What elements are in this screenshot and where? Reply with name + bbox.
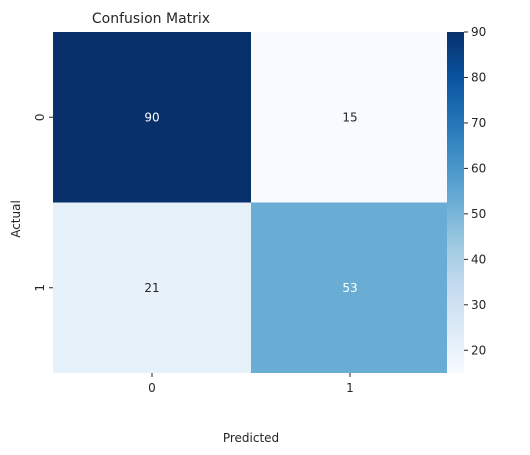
heatmap-cell	[53, 32, 251, 203]
colorbar-tick-label: 20	[471, 343, 486, 357]
colorbar-ticks: 20 30 40 50 60 70 80 90	[464, 25, 486, 357]
y-axis-ticks: 01	[33, 113, 53, 292]
chart-title: Confusion Matrix	[92, 11, 210, 27]
colorbar-tick-label: 80	[471, 70, 486, 84]
colorbar-tick-label: 50	[471, 207, 486, 221]
cell-value-label: 90	[144, 110, 159, 124]
heatmap-cell	[251, 202, 449, 373]
colorbar-tick-label: 40	[471, 252, 486, 266]
colorbar-tick-label: 70	[471, 116, 486, 130]
heatmap-cells	[53, 32, 449, 373]
colorbar-tick-label: 30	[471, 298, 486, 312]
heatmap-cell	[251, 32, 449, 203]
y-tick-label: 1	[33, 284, 47, 292]
cell-value-label: 53	[342, 281, 357, 295]
y-tick-label: 0	[33, 113, 47, 121]
colorbar	[447, 32, 464, 373]
colorbar-tick-label: 60	[471, 161, 486, 175]
cell-value-label: 15	[342, 110, 357, 124]
cell-value-label: 21	[144, 281, 159, 295]
y-axis-label: Actual	[9, 200, 23, 238]
heatmap-cell	[53, 202, 251, 373]
x-tick-label: 0	[148, 381, 156, 395]
cell-annotations: 90 15 21 53	[144, 110, 357, 295]
colorbar-tick-label: 90	[471, 25, 486, 39]
x-tick-label: 1	[346, 381, 354, 395]
x-axis-label: Predicted	[223, 431, 279, 445]
